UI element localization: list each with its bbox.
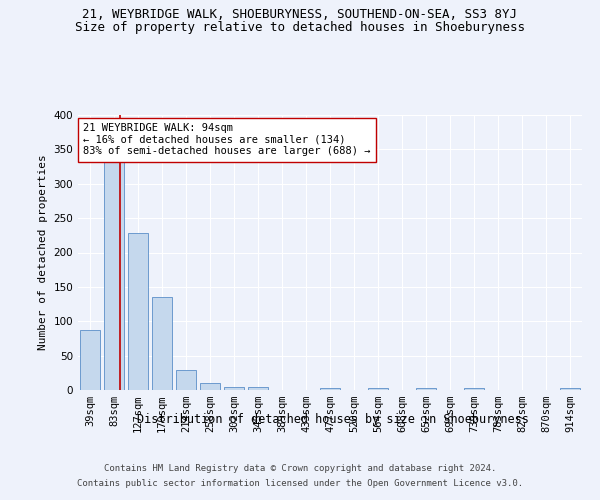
Text: 21, WEYBRIDGE WALK, SHOEBURYNESS, SOUTHEND-ON-SEA, SS3 8YJ: 21, WEYBRIDGE WALK, SHOEBURYNESS, SOUTHE… [83,8,517,20]
Text: Distribution of detached houses by size in Shoeburyness: Distribution of detached houses by size … [137,412,529,426]
Y-axis label: Number of detached properties: Number of detached properties [38,154,48,350]
Bar [224,386,244,390]
Bar [176,370,196,390]
Bar [152,296,172,390]
Bar [464,388,484,390]
Text: Contains public sector information licensed under the Open Government Licence v3: Contains public sector information licen… [77,479,523,488]
Bar [560,388,580,390]
Bar [416,388,436,390]
Text: Size of property relative to detached houses in Shoeburyness: Size of property relative to detached ho… [75,21,525,34]
Bar [368,388,388,390]
Bar [128,232,148,390]
Bar [320,388,340,390]
Bar [104,160,124,390]
Bar [80,330,100,390]
Text: 21 WEYBRIDGE WALK: 94sqm
← 16% of detached houses are smaller (134)
83% of semi-: 21 WEYBRIDGE WALK: 94sqm ← 16% of detach… [83,123,371,156]
Bar [200,383,220,390]
Text: Contains HM Land Registry data © Crown copyright and database right 2024.: Contains HM Land Registry data © Crown c… [104,464,496,473]
Bar [248,386,268,390]
